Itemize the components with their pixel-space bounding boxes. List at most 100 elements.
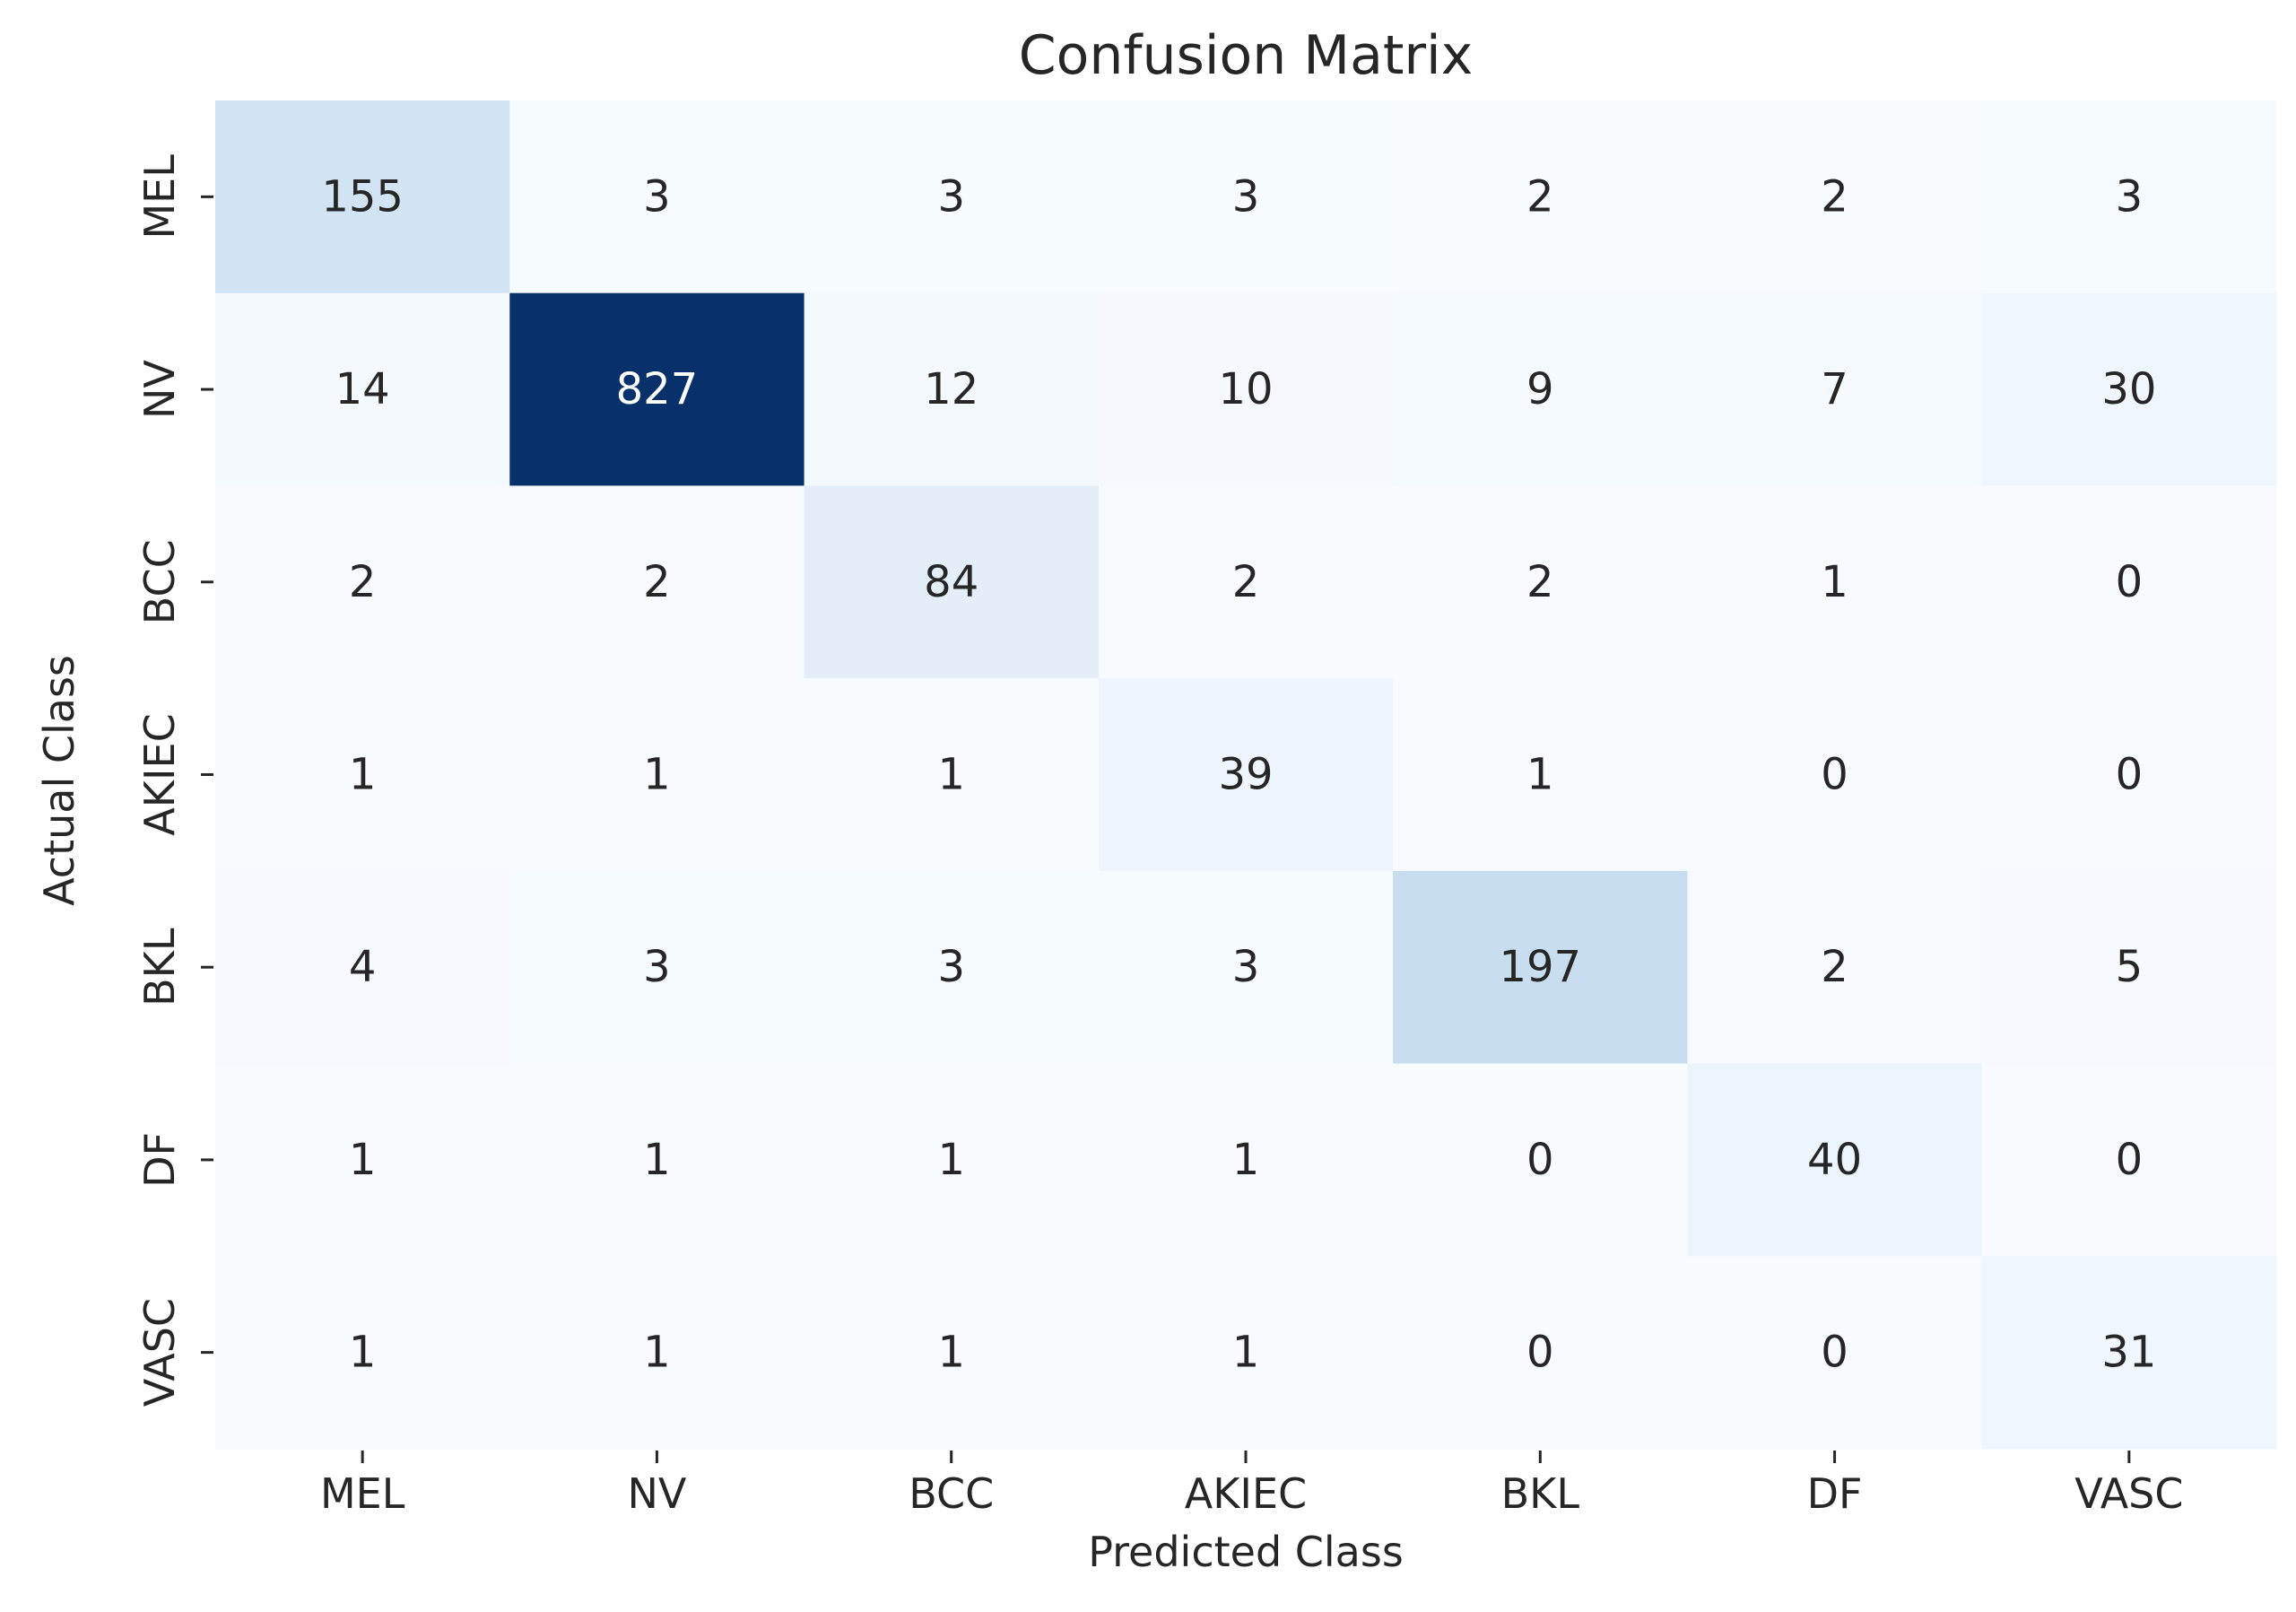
- heatmap-cell-vasc-mel: [215, 1256, 510, 1450]
- x-tick-label: BCC: [909, 1469, 994, 1518]
- heatmap-cell-bkl-mel: [215, 870, 510, 1065]
- heatmap-cell-bcc-bcc: [804, 485, 1100, 679]
- heatmap-cell-mel-mel: [215, 100, 510, 294]
- heatmap-cell-nv-mel: [215, 292, 510, 487]
- cell-value-label: 1: [937, 1135, 965, 1185]
- cell-value-label: 2: [1526, 171, 1554, 222]
- cell-value-label: 31: [2101, 1328, 2156, 1378]
- heatmap-cell-nv-df: [1687, 292, 1983, 487]
- heatmap-cell-akiec-bcc: [804, 678, 1100, 872]
- cell-value-label: 3: [2116, 171, 2144, 222]
- x-axis-label: Predicted Class: [1088, 1528, 1404, 1576]
- cell-value-label: 39: [1218, 750, 1273, 800]
- cell-value-label: 1: [643, 1328, 671, 1378]
- heatmap-cell-bcc-mel: [215, 485, 510, 679]
- cell-value-label: 1: [1232, 1135, 1260, 1185]
- cell-value-label: 3: [643, 942, 671, 992]
- y-axis: MEL NV BCC AKIEC BKL DF VASC: [135, 154, 213, 1407]
- cell-value-label: 2: [349, 557, 377, 607]
- cell-value-label: 3: [1232, 942, 1260, 992]
- y-tick-label: AKIEC: [135, 713, 184, 835]
- heatmap-cell-bkl-bcc: [804, 870, 1100, 1065]
- cell-value-label: 0: [1821, 1328, 1848, 1378]
- heatmap-cell-bkl-akiec: [1098, 870, 1394, 1065]
- heatmap-cell-vasc-vasc: [1981, 1256, 2277, 1450]
- cell-value-label: 1: [349, 750, 377, 800]
- cell-value-label: 5: [2116, 942, 2144, 992]
- heatmap-cell-akiec-bkl: [1393, 678, 1689, 872]
- cell-value-label: 4: [349, 942, 377, 992]
- heatmap-cell-bcc-akiec: [1098, 485, 1394, 679]
- cell-value-label: 1: [937, 1328, 965, 1378]
- cell-value-label: 30: [2101, 364, 2156, 414]
- cell-value-label: 0: [2116, 1135, 2144, 1185]
- heatmap-cell-df-df: [1687, 1063, 1983, 1257]
- heatmap-cell-nv-vasc: [1981, 292, 2277, 487]
- heatmap-cell-bkl-vasc: [1981, 870, 2277, 1065]
- cell-value-label: 2: [1821, 942, 1848, 992]
- y-tick-label: VASC: [135, 1298, 184, 1407]
- cell-value-label: 12: [924, 364, 978, 414]
- y-axis-label: Actual Class: [35, 655, 83, 906]
- cell-value-label: 14: [335, 364, 390, 414]
- cell-value-label: 3: [1232, 171, 1260, 222]
- heatmap-cell-bcc-nv: [509, 485, 805, 679]
- heatmap-cell-df-nv: [509, 1063, 805, 1257]
- heatmap-cell-akiec-nv: [509, 678, 805, 872]
- cell-value-label: 84: [924, 557, 978, 607]
- cell-value-label: 2: [1821, 171, 1848, 222]
- heatmap-cell-akiec-vasc: [1981, 678, 2277, 872]
- cell-value-label: 2: [1526, 557, 1554, 607]
- cell-value-label: 10: [1218, 364, 1273, 414]
- heatmap-cell-akiec-df: [1687, 678, 1983, 872]
- heatmap-cell-df-bcc: [804, 1063, 1100, 1257]
- x-tick-label: AKIEC: [1185, 1469, 1307, 1518]
- heatmap-cell-vasc-nv: [509, 1256, 805, 1450]
- cell-value-label: 1: [1232, 1328, 1260, 1378]
- heatmap-cell-df-mel: [215, 1063, 510, 1257]
- heatmap-cells: [215, 100, 2277, 1450]
- y-tick-label: NV: [135, 360, 184, 419]
- heatmap-cell-df-akiec: [1098, 1063, 1394, 1257]
- cell-value-label: 1: [349, 1328, 377, 1378]
- heatmap-cell-vasc-akiec: [1098, 1256, 1394, 1450]
- cell-value-label: 1: [1821, 557, 1848, 607]
- x-tick-label: MEL: [320, 1469, 405, 1518]
- x-tick-label: NV: [627, 1469, 686, 1518]
- heatmap-cell-vasc-df: [1687, 1256, 1983, 1450]
- y-tick-label: BCC: [135, 539, 184, 624]
- heatmap-cell-nv-bcc: [804, 292, 1100, 487]
- cell-value-label: 155: [321, 171, 404, 222]
- cell-value-label: 3: [937, 171, 965, 222]
- heatmap-cell-akiec-mel: [215, 678, 510, 872]
- cell-value-label: 0: [2116, 750, 2144, 800]
- heatmap-cell-nv-bkl: [1393, 292, 1689, 487]
- heatmap-cell-mel-akiec: [1098, 100, 1394, 294]
- heatmap-cell-vasc-bkl: [1393, 1256, 1689, 1450]
- y-tick-label: BKL: [135, 928, 184, 1006]
- cell-value-label: 3: [643, 171, 671, 222]
- cell-value-label: 0: [2116, 557, 2144, 607]
- cell-value-label: 1: [349, 1135, 377, 1185]
- heatmap-cell-vasc-bcc: [804, 1256, 1100, 1450]
- x-tick-label: VASC: [2074, 1469, 2183, 1518]
- heatmap-cell-nv-nv: [509, 292, 805, 487]
- heatmap-cell-bcc-vasc: [1981, 485, 2277, 679]
- heatmap-cell-df-vasc: [1981, 1063, 2277, 1257]
- cell-value-label: 9: [1526, 364, 1554, 414]
- x-axis: MEL NV BCC AKIEC BKL DF VASC: [320, 1451, 2184, 1518]
- cell-value-label: 40: [1807, 1135, 1862, 1185]
- cell-value-label: 827: [616, 364, 699, 414]
- heatmap-cell-bkl-nv: [509, 870, 805, 1065]
- heatmap-cell-mel-df: [1687, 100, 1983, 294]
- cell-value-label: 3: [937, 942, 965, 992]
- heatmap-cell-akiec-akiec: [1098, 678, 1394, 872]
- cell-value-label: 0: [1821, 750, 1848, 800]
- cell-value-label: 1: [643, 1135, 671, 1185]
- cell-value-label: 2: [1232, 557, 1260, 607]
- cell-value-label: 2: [643, 557, 671, 607]
- heatmap-cell-bkl-bkl: [1393, 870, 1689, 1065]
- heatmap-cell-mel-bcc: [804, 100, 1100, 294]
